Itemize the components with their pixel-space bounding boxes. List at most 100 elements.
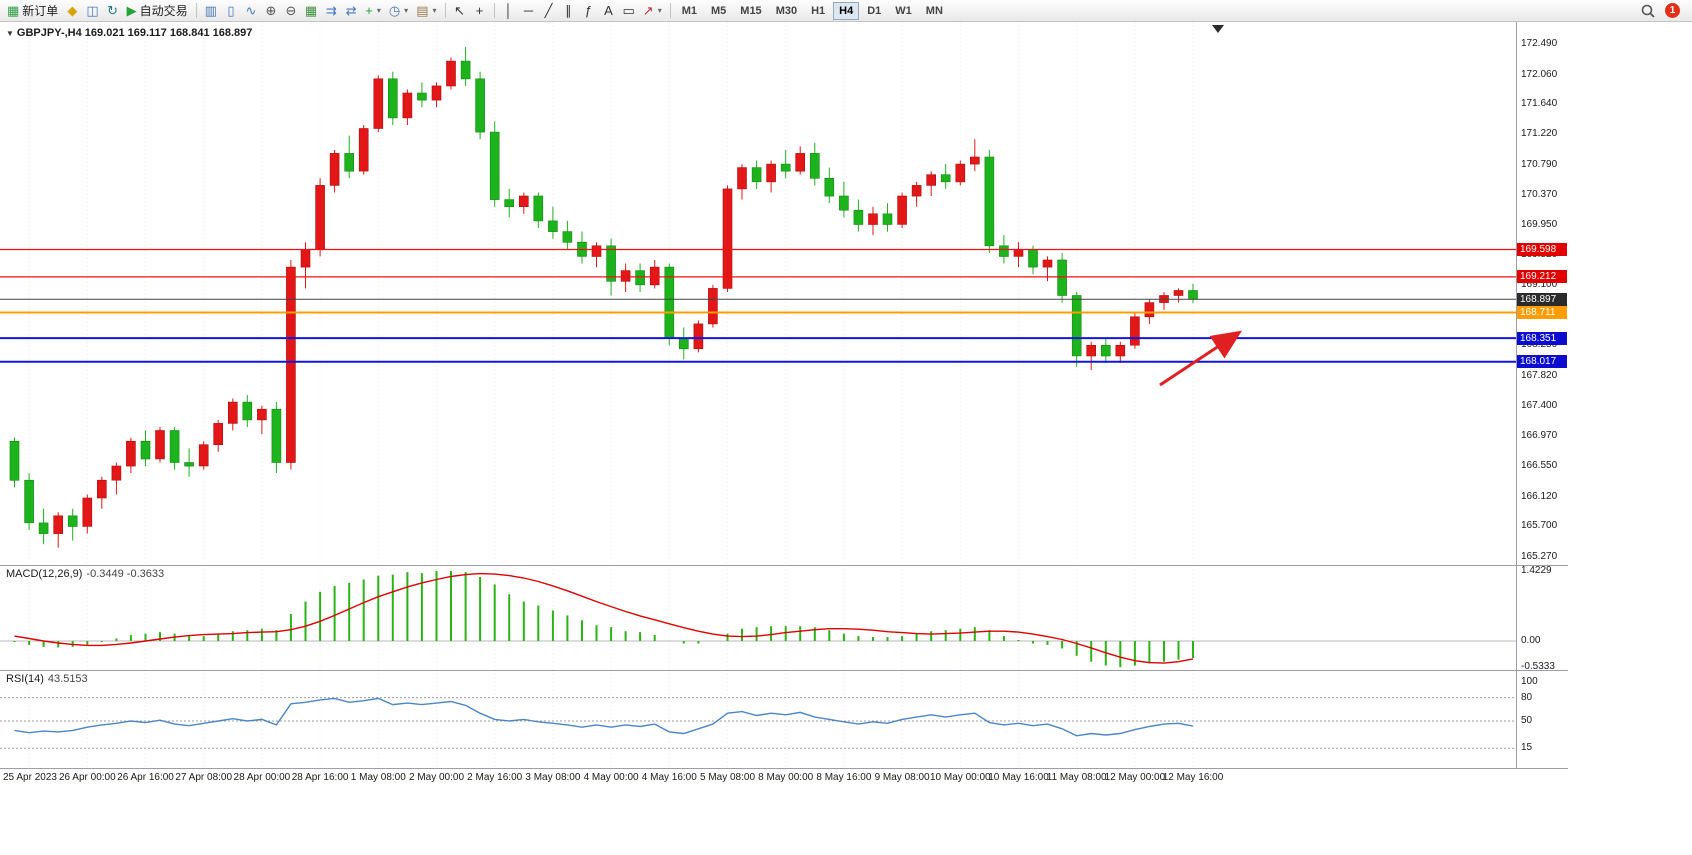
templates-icon-dropdown[interactable]: ▾ — [432, 6, 437, 15]
text-label-icon[interactable]: ▭ — [619, 1, 639, 21]
price-axis-border — [1516, 22, 1517, 768]
candle-body — [82, 497, 93, 527]
new-order-button: ▦ — [7, 3, 20, 18]
autotrading-button[interactable]: ▶ 自动交易 — [123, 1, 192, 21]
macd-label: MACD(12,26,9) -0.3449 -0.3633 — [6, 568, 164, 580]
rsi-panel[interactable] — [0, 670, 1516, 768]
zoom-in-icon[interactable]: ⊕ — [261, 1, 281, 21]
candle-body — [417, 92, 427, 101]
text-label-icon: ▭ — [622, 3, 635, 18]
indicators-icon[interactable]: + ▾ — [361, 1, 385, 21]
periods-icon-dropdown[interactable]: ▾ — [404, 6, 409, 15]
time-axis-label: 12 May 00:00 — [1104, 772, 1166, 783]
macd-panel[interactable] — [0, 565, 1516, 670]
candle-body — [257, 408, 267, 421]
market-watch-icon[interactable]: ◆ — [62, 1, 82, 21]
trendline-icon[interactable]: ╱ — [539, 1, 559, 21]
price-axis-label: 170.790 — [1521, 158, 1558, 170]
chart-title: ▼ GBPJPY-,H4 169.021 169.117 168.841 168.… — [6, 27, 252, 39]
timeframe-h1[interactable]: H1 — [811, 4, 826, 17]
cursor-icon: ↖ — [454, 3, 465, 18]
arrows-tool-icon[interactable]: ↗ ▾ — [639, 1, 666, 21]
chart-ohlc-values: 169.021 169.117 168.841 168.897 — [84, 27, 253, 39]
panel-separator-rsi[interactable] — [0, 670, 1568, 671]
crosshair-icon[interactable]: + — [470, 1, 490, 21]
horizontal-line-icon[interactable]: ─ — [519, 1, 539, 21]
candle-body — [1173, 290, 1184, 296]
candle-body — [1057, 259, 1067, 296]
candle-body — [97, 479, 107, 499]
candlestick-mode-icon[interactable]: ▯ — [221, 1, 241, 21]
candle-body — [824, 178, 835, 197]
candle-body — [446, 60, 456, 87]
timeframe-d1[interactable]: D1 — [867, 4, 882, 17]
chart-window-gbpjpy[interactable]: ▼ GBPJPY-,H4 169.021 169.117 168.841 168.… — [0, 22, 1568, 790]
time-axis-label: 8 May 00:00 — [758, 772, 814, 783]
trendline-icon: ╱ — [544, 3, 553, 18]
price-axis-label: 165.270 — [1521, 551, 1558, 562]
templates-icon[interactable]: ▤ ▾ — [412, 1, 440, 21]
candle-body — [999, 245, 1009, 257]
candle-body — [67, 515, 78, 527]
timeframe-h4[interactable]: H4 — [833, 1, 860, 20]
text-icon: A — [604, 3, 613, 18]
macd-axis-label: -0.5333 — [1521, 661, 1555, 673]
zoom-out-icon[interactable]: ⊖ — [281, 1, 301, 21]
fibonacci-icon[interactable]: ƒ — [579, 1, 599, 21]
macd-values: -0.3449 -0.3633 — [86, 568, 165, 580]
data-window-icon[interactable]: ◫ — [82, 1, 102, 21]
timeframe-m15[interactable]: M15 — [740, 4, 762, 17]
toolbar: ▦ 新订单 ◆ ◫ ↻ ▶ 自动交易 ▥ ▯ ∿ ⊕ ⊖ ▦ ⇉ ⇄ + ▾ ◷ ▾ ▤ ▾ ↖ + │ ─ ╱ ∥ ƒ A ▭ ↗ ▾ M1 M… — [0, 0, 1692, 22]
candle-body — [140, 440, 151, 460]
candle-body — [184, 462, 194, 467]
candle-body — [678, 337, 689, 350]
chart-symbol-period: GBPJPY-,H4 — [16, 27, 82, 39]
price-badge-169.598: 169.598 — [1517, 243, 1567, 256]
timeframe-m5[interactable]: M5 — [711, 4, 727, 17]
main-chart[interactable] — [0, 22, 1516, 565]
tile-windows-icon[interactable]: ▦ — [301, 1, 321, 21]
time-axis-label: 10 May 00:00 — [929, 772, 991, 783]
panel-separator-macd[interactable] — [0, 565, 1568, 566]
timeframe-w1[interactable]: W1 — [895, 4, 912, 17]
chart-collapse-icon[interactable]: ▼ — [6, 29, 14, 38]
cursor-icon[interactable]: ↖ — [450, 1, 470, 21]
line-chart-mode-icon[interactable]: ∿ — [241, 1, 261, 21]
scroll-to-end-marker[interactable] — [1212, 25, 1224, 33]
candle-body — [882, 213, 893, 225]
candle-body — [111, 465, 122, 481]
autotrading-button: ▶ — [126, 3, 137, 18]
rsi-label: RSI(14) 43.5153 — [6, 673, 88, 685]
candle-body — [300, 249, 311, 268]
price-axis-label: 171.220 — [1521, 128, 1558, 140]
strategy-navigator-icon[interactable]: ↻ — [103, 1, 123, 21]
timeframe-mn[interactable]: MN — [925, 4, 943, 17]
periods-icon[interactable]: ◷ ▾ — [385, 1, 412, 21]
vertical-line-icon[interactable]: │ — [499, 1, 519, 21]
candle-body — [315, 185, 325, 250]
equidistant-channel-icon[interactable]: ∥ — [559, 1, 579, 21]
new-order-button-label: 新订单 — [22, 4, 59, 18]
fibonacci-icon: ƒ — [584, 3, 593, 18]
timeframe-m1[interactable]: M1 — [681, 4, 697, 17]
arrows-tool-icon-dropdown[interactable]: ▾ — [657, 6, 662, 15]
new-order-button[interactable]: ▦ 新订单 — [3, 1, 62, 21]
candle-body — [1144, 302, 1155, 318]
trend-arrow-annotation[interactable] — [1159, 330, 1243, 387]
candle-body — [242, 401, 253, 421]
search-icon[interactable] — [1640, 3, 1656, 19]
rsi-axis-label: 100 — [1521, 676, 1538, 687]
candle-body — [475, 78, 485, 133]
candle-body — [155, 430, 165, 460]
notification-badge[interactable]: 1 — [1665, 3, 1680, 18]
candle-body — [533, 195, 544, 222]
price-axis-label: 166.970 — [1521, 430, 1558, 442]
vertical-line-icon: │ — [504, 3, 513, 18]
auto-scroll-icon[interactable]: ⇉ — [321, 1, 341, 21]
timeframe-m30[interactable]: M30 — [775, 4, 798, 17]
chart-shift-icon[interactable]: ⇄ — [341, 1, 361, 21]
text-icon[interactable]: A — [599, 1, 619, 21]
indicators-icon-dropdown[interactable]: ▾ — [376, 6, 381, 15]
bar-chart-mode-icon[interactable]: ▥ — [201, 1, 221, 21]
candle-body — [548, 220, 558, 232]
